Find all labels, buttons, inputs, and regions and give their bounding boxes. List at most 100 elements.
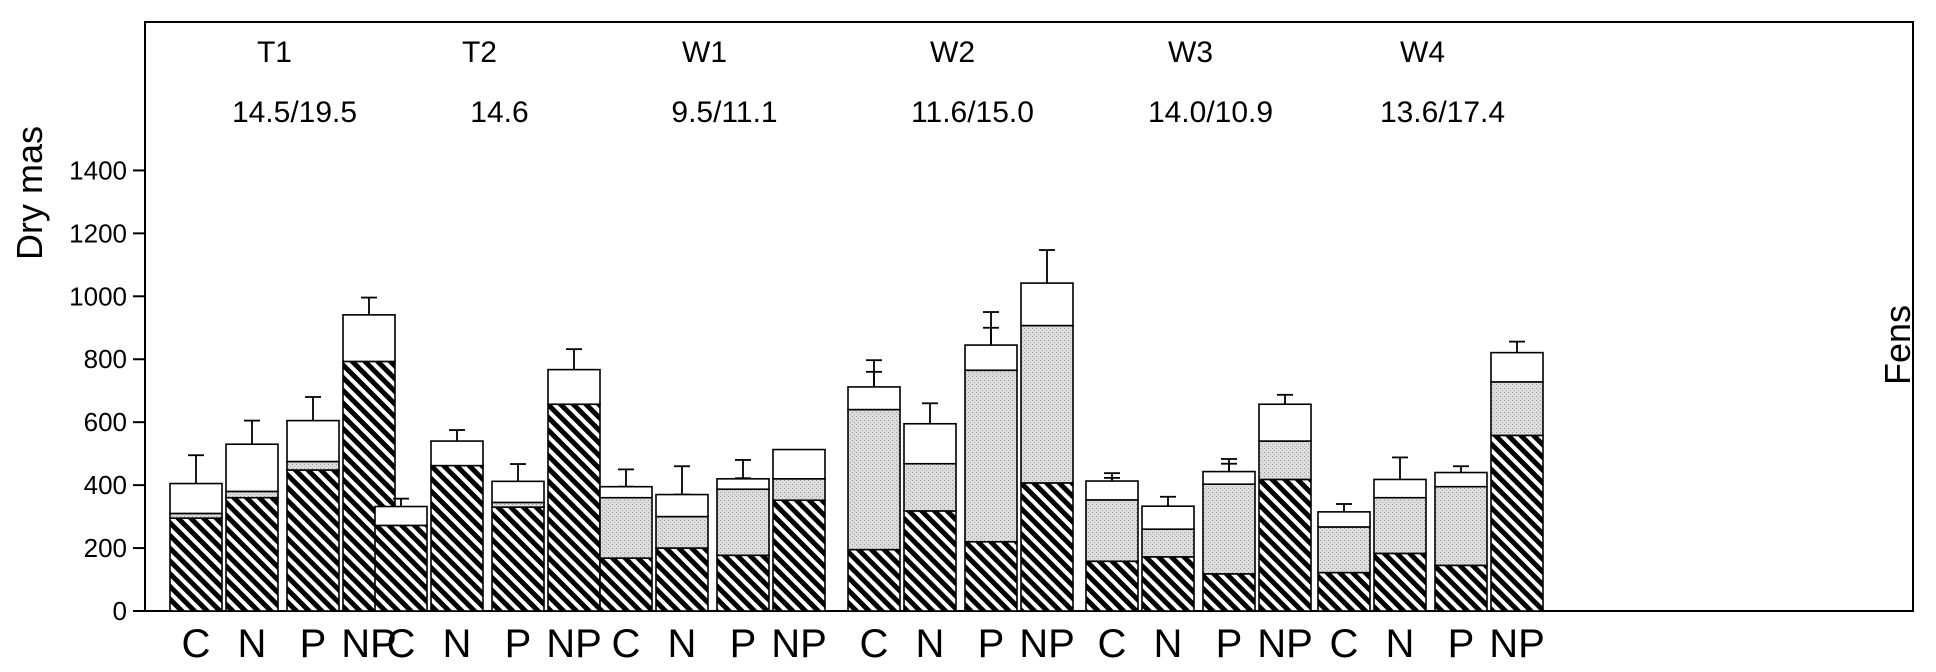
group-subtitle: 14.5/19.5 [232, 96, 357, 129]
group-subtitle: 9.5/11.1 [671, 96, 777, 129]
y-axis: 0 200 400 600 800 1000 1200 1400 [69, 155, 145, 626]
bar-segment [1020, 282, 1074, 327]
bar-segment [772, 478, 826, 502]
bar-segment [1373, 552, 1427, 612]
bar-segment [655, 515, 709, 549]
category-label: P [505, 622, 532, 666]
bar-segment [491, 480, 545, 504]
y-axis-title: Dry mas [9, 126, 50, 260]
category-label: N [1386, 622, 1415, 666]
bar-segment [1434, 564, 1488, 612]
bar-segment [599, 496, 653, 559]
bar-segment [847, 408, 901, 551]
bar-segment [599, 557, 653, 612]
y-tick-label: 200 [84, 533, 127, 563]
bar-segment [225, 443, 279, 493]
category-label: N [238, 622, 267, 666]
y-tick-label: 0 [113, 596, 127, 626]
group-label: W2 [930, 36, 975, 69]
category-label: P [300, 622, 327, 666]
bar-segment [655, 547, 709, 612]
bar-segment [1020, 482, 1074, 612]
bar-segment [225, 490, 279, 499]
category-label: P [1448, 622, 1475, 666]
bar-segment [1317, 571, 1371, 612]
y-tick-label: 1200 [69, 218, 127, 248]
bar-segment [374, 505, 428, 527]
bars [169, 249, 1544, 612]
bar-segment [1490, 381, 1544, 437]
category-label: C [612, 622, 641, 666]
group-label: W3 [1168, 36, 1213, 69]
bar-segment [342, 360, 396, 612]
category-label: NP [1489, 622, 1545, 666]
category-label: N [443, 622, 472, 666]
group-subtitle: 13.6/17.4 [1380, 96, 1505, 129]
right-axis-title: Fens [1877, 305, 1918, 385]
y-tick-label: 600 [84, 407, 127, 437]
category-label: NP [546, 622, 602, 666]
group-label: W4 [1400, 36, 1445, 69]
bar-segment [847, 548, 901, 612]
bar-segment [547, 403, 601, 612]
bar-segment [1202, 483, 1256, 575]
group-label: T2 [462, 36, 497, 69]
bar-segment [772, 448, 826, 480]
y-tick-label: 1400 [69, 155, 127, 185]
bar-segment [1085, 480, 1139, 501]
category-label: C [182, 622, 211, 666]
bar-segment [599, 485, 653, 499]
bar-segment [225, 496, 279, 612]
bar-segment [964, 369, 1018, 543]
category-label: NP [1019, 622, 1075, 666]
category-label: NP [771, 622, 827, 666]
bar-segment [1490, 351, 1544, 383]
bar-segment [1317, 511, 1371, 528]
bar-segment [430, 440, 484, 467]
bar-segment [169, 517, 223, 612]
bar-segment [716, 478, 770, 491]
category-label: P [978, 622, 1005, 666]
category-label: N [668, 622, 697, 666]
category-label: NP [341, 622, 397, 666]
bar-segment [772, 499, 826, 612]
bar-segment [1373, 478, 1427, 499]
category-label: P [730, 622, 757, 666]
bar-segment [903, 422, 957, 465]
bar-segment [286, 460, 340, 471]
bar-segment [1020, 324, 1074, 484]
bar-segment [1141, 528, 1195, 558]
category-label: N [916, 622, 945, 666]
bar-segment [655, 493, 709, 518]
bar-segment [1085, 560, 1139, 612]
bar-segment [964, 540, 1018, 612]
bar-segment [903, 510, 957, 612]
bar-segment [964, 344, 1018, 372]
bar-segment [286, 469, 340, 612]
category-label: C [1330, 622, 1359, 666]
bar-segment [1258, 440, 1312, 481]
bar-segment [1317, 526, 1371, 574]
category-label: C [860, 622, 889, 666]
bar-segment [1434, 471, 1488, 488]
bar-segment [491, 506, 545, 612]
bar-segment [716, 488, 770, 557]
y-tick-label: 400 [84, 470, 127, 500]
bar-segment [1202, 470, 1256, 485]
category-label: N [1154, 622, 1183, 666]
bar-segment [547, 368, 601, 406]
group-label: T1 [257, 36, 292, 69]
category-label: C [387, 622, 416, 666]
bar-segment [1434, 485, 1488, 567]
bar-segment [1085, 499, 1139, 563]
bar-segment [1202, 573, 1256, 612]
category-label: P [1216, 622, 1243, 666]
group-label: W1 [682, 36, 727, 69]
bar-segment [342, 314, 396, 363]
bar-segment [374, 524, 428, 612]
bar-segment [1141, 556, 1195, 612]
bar-segment [847, 386, 901, 411]
bar-segment [1490, 434, 1544, 612]
bar-segment [430, 464, 484, 612]
